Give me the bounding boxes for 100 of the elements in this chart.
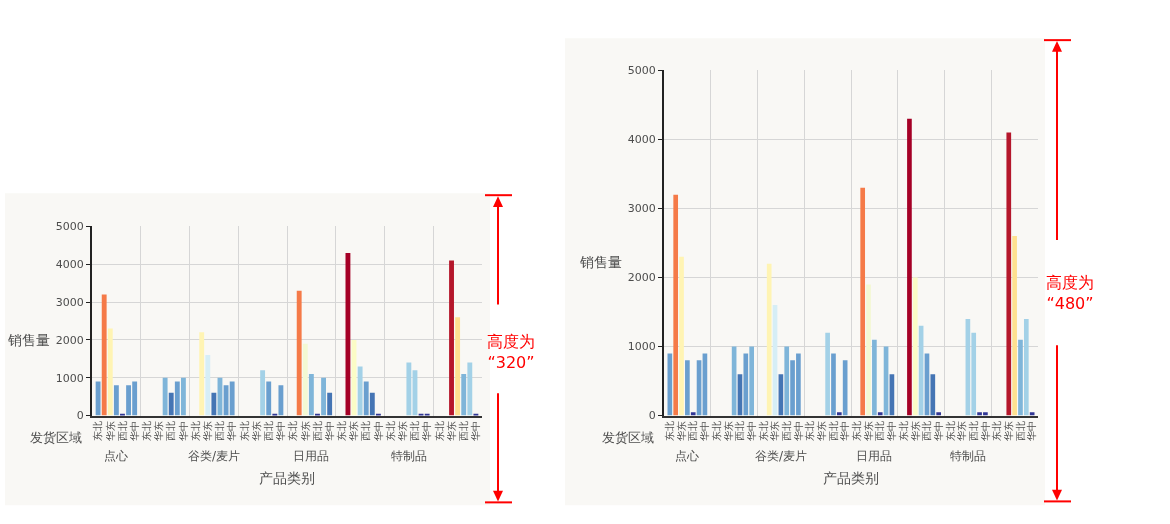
bar bbox=[455, 317, 461, 416]
bar bbox=[327, 392, 333, 416]
text: 华东 bbox=[299, 421, 311, 442]
text: 华东 bbox=[956, 421, 968, 442]
text: 华东 bbox=[445, 421, 457, 442]
y-tick-label: 2000 bbox=[627, 271, 656, 285]
text: 西北 bbox=[827, 421, 839, 442]
text: 华中 bbox=[839, 421, 851, 442]
text: 东北 bbox=[664, 421, 676, 442]
text: 东北 bbox=[804, 421, 816, 442]
text: 西北 bbox=[734, 421, 746, 442]
y-axis-title: 销售量 bbox=[579, 254, 622, 270]
text: 西北 bbox=[116, 421, 128, 442]
bar bbox=[296, 290, 302, 416]
y-tick-label: 5000 bbox=[55, 220, 84, 234]
x-tick-label: 点心 bbox=[104, 449, 128, 463]
text: 东北 bbox=[336, 421, 348, 442]
text: 西北 bbox=[780, 421, 792, 442]
text: 华东 bbox=[769, 421, 781, 442]
text: 华中 bbox=[1026, 421, 1038, 442]
text: 华中 bbox=[979, 421, 991, 442]
bar bbox=[302, 343, 308, 416]
text: 东北 bbox=[238, 421, 250, 442]
text: 华东 bbox=[104, 421, 116, 442]
bar bbox=[1012, 236, 1017, 416]
text: 华中 bbox=[421, 421, 433, 442]
bar bbox=[260, 370, 266, 416]
text: 东北 bbox=[851, 421, 863, 442]
legend-title: 发货区域 bbox=[30, 430, 82, 445]
text: 西北 bbox=[1014, 421, 1026, 442]
bar bbox=[211, 392, 217, 416]
text: 华中 bbox=[226, 421, 238, 442]
x-tick-label: 点心 bbox=[675, 449, 699, 463]
text: 西北 bbox=[874, 421, 886, 442]
text: 华中 bbox=[372, 421, 384, 442]
bar bbox=[866, 284, 871, 416]
text: 华东 bbox=[250, 421, 262, 442]
bar bbox=[406, 362, 412, 416]
y-tick-label: 3000 bbox=[627, 202, 656, 216]
text: 华东 bbox=[816, 421, 828, 442]
y-tick-label: 0 bbox=[76, 409, 84, 423]
bar bbox=[907, 118, 912, 416]
text: 华中 bbox=[470, 421, 482, 442]
x-tick-label: 谷类/麦片 bbox=[188, 449, 241, 463]
text: 华中 bbox=[932, 421, 944, 442]
text: 西北 bbox=[967, 421, 979, 442]
bar bbox=[930, 374, 936, 416]
bar bbox=[784, 346, 790, 416]
text: 高度为 “320” bbox=[487, 332, 535, 372]
bar bbox=[743, 353, 749, 416]
text: 华东 bbox=[348, 421, 360, 442]
text: 华东 bbox=[1003, 421, 1015, 442]
text: 西北 bbox=[360, 421, 372, 442]
bar bbox=[369, 392, 375, 416]
text: 西北 bbox=[921, 421, 933, 442]
text: 东北 bbox=[141, 421, 153, 442]
text: 西北 bbox=[214, 421, 226, 442]
bar bbox=[449, 260, 454, 416]
text: 东北 bbox=[944, 421, 956, 442]
text: 西北 bbox=[165, 421, 177, 442]
text: 华中 bbox=[275, 421, 287, 442]
y-tick-label: 2000 bbox=[55, 333, 84, 347]
text: 华中 bbox=[177, 421, 189, 442]
bar bbox=[461, 373, 467, 416]
text: 东北 bbox=[710, 421, 722, 442]
y-tick-label: 3000 bbox=[55, 295, 84, 309]
text: 西北 bbox=[457, 421, 469, 442]
bar bbox=[107, 328, 113, 416]
y-tick-label: 1000 bbox=[627, 340, 656, 354]
text: 东北 bbox=[991, 421, 1003, 442]
text: 西北 bbox=[262, 421, 274, 442]
bar bbox=[101, 294, 107, 416]
x-tick-label: 日用品 bbox=[856, 449, 892, 463]
text: 华东 bbox=[675, 421, 687, 442]
text: 东北 bbox=[92, 421, 104, 442]
text: 华中 bbox=[323, 421, 335, 442]
text: 华东 bbox=[397, 421, 409, 442]
text: 西北 bbox=[687, 421, 699, 442]
text: 华中 bbox=[699, 421, 711, 442]
text: 华中 bbox=[792, 421, 804, 442]
y-tick-label: 4000 bbox=[55, 258, 84, 272]
text: 华东 bbox=[909, 421, 921, 442]
x-axis-title: 产品类别 bbox=[823, 470, 879, 486]
text: 东北 bbox=[433, 421, 445, 442]
bar bbox=[174, 381, 180, 416]
y-tick-label: 4000 bbox=[627, 133, 656, 147]
text: 华东 bbox=[202, 421, 214, 442]
bar bbox=[1006, 132, 1012, 416]
text: 西北 bbox=[311, 421, 323, 442]
text: 东北 bbox=[287, 421, 299, 442]
y-tick-label: 0 bbox=[648, 409, 656, 423]
bar bbox=[912, 277, 918, 416]
bar bbox=[357, 366, 363, 416]
bar bbox=[95, 381, 101, 416]
legend-title: 发货区域 bbox=[602, 430, 654, 445]
text: 华中 bbox=[128, 421, 140, 442]
text: 华中 bbox=[886, 421, 898, 442]
text: 华中 bbox=[745, 421, 757, 442]
y-axis-title: 销售量 bbox=[7, 332, 50, 348]
bar bbox=[168, 392, 174, 416]
